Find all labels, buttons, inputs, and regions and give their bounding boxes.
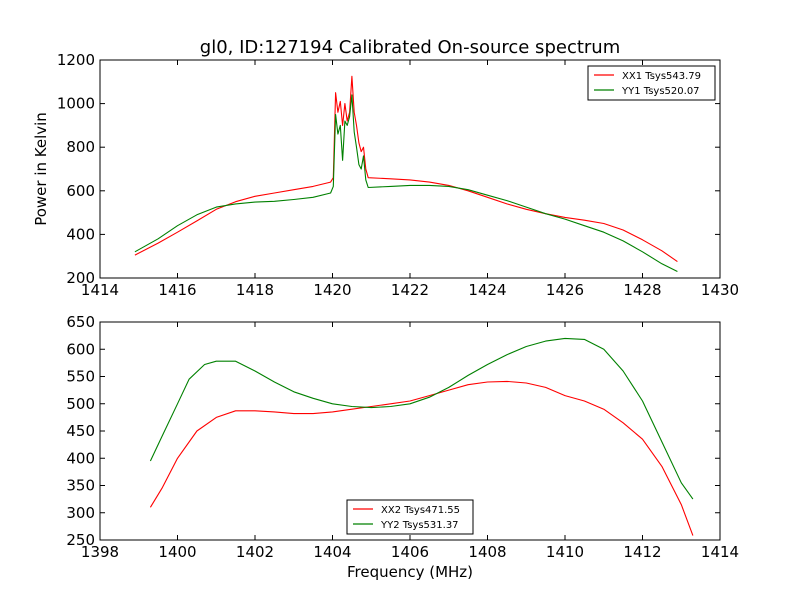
y-tick-label: 500 [66,395,95,413]
legend-box [587,65,716,101]
legend-entry: XX2 Tsys471.55 [381,505,460,516]
y-tick-label: 450 [66,422,95,440]
y-tick-label: 400 [66,225,95,243]
x-tick-label: 1416 [158,281,196,299]
y-tick-label: 400 [66,449,95,467]
x-tick-label: 1414 [81,281,119,299]
series-line-2 [149,337,694,500]
legend-entry: YY1 Tsys520.07 [621,86,700,97]
series-line-1 [149,380,694,536]
legend-box [346,499,474,535]
x-tick-label: 1406 [391,543,429,561]
x-tick-label: 1418 [236,281,274,299]
y-tick-label: 800 [66,138,95,156]
y-tick-label: 250 [66,531,95,549]
y-tick-label: 200 [66,269,95,287]
y-tick-label: 550 [66,368,95,386]
x-tick-label: 1420 [313,281,351,299]
legend-entry: YY2 Tsys531.37 [380,520,459,531]
x-tick-label: 1408 [468,543,506,561]
x-tick-label: 1424 [468,281,506,299]
x-tick-label: 1422 [391,281,429,299]
x-tick-label: 1426 [546,281,584,299]
x-tick-label: 1414 [701,543,739,561]
y-tick-label: 350 [66,477,95,495]
series-line-2 [134,94,678,272]
x-tick-label: 1402 [236,543,274,561]
bottom-spectrum-panel: 1398 1400 1402 1404 1406 1408 1410 1412 1414 250 3… [66,313,739,561]
x-tick-label: 1400 [158,543,196,561]
figure-title: gl0, ID:127194 Calibrated On-source spec… [200,37,620,58]
y-tick-label: 1000 [57,95,95,113]
x-tick-label: 1428 [623,281,661,299]
x-tick-label: 1410 [546,543,584,561]
top-spectrum-panel: 1414 1416 1418 1420 1422 1424 1426 1428 1430 200 4… [57,51,739,299]
y-tick-label: 1200 [57,51,95,69]
legend-entry: XX1 Tsys543.79 [622,71,701,82]
y-tick-label: 600 [66,340,95,358]
x-tick-label: 1398 [81,543,119,561]
y-tick-label: 300 [66,504,95,522]
x-tick-label: 1404 [313,543,351,561]
y-axis-label: Power in Kelvin [32,112,50,226]
x-tick-label: 1412 [623,543,661,561]
y-tick-label: 600 [66,182,95,200]
y-tick-label: 650 [66,313,95,331]
x-tick-label: 1430 [701,281,739,299]
x-axis-label: Frequency (MHz) [347,563,473,581]
